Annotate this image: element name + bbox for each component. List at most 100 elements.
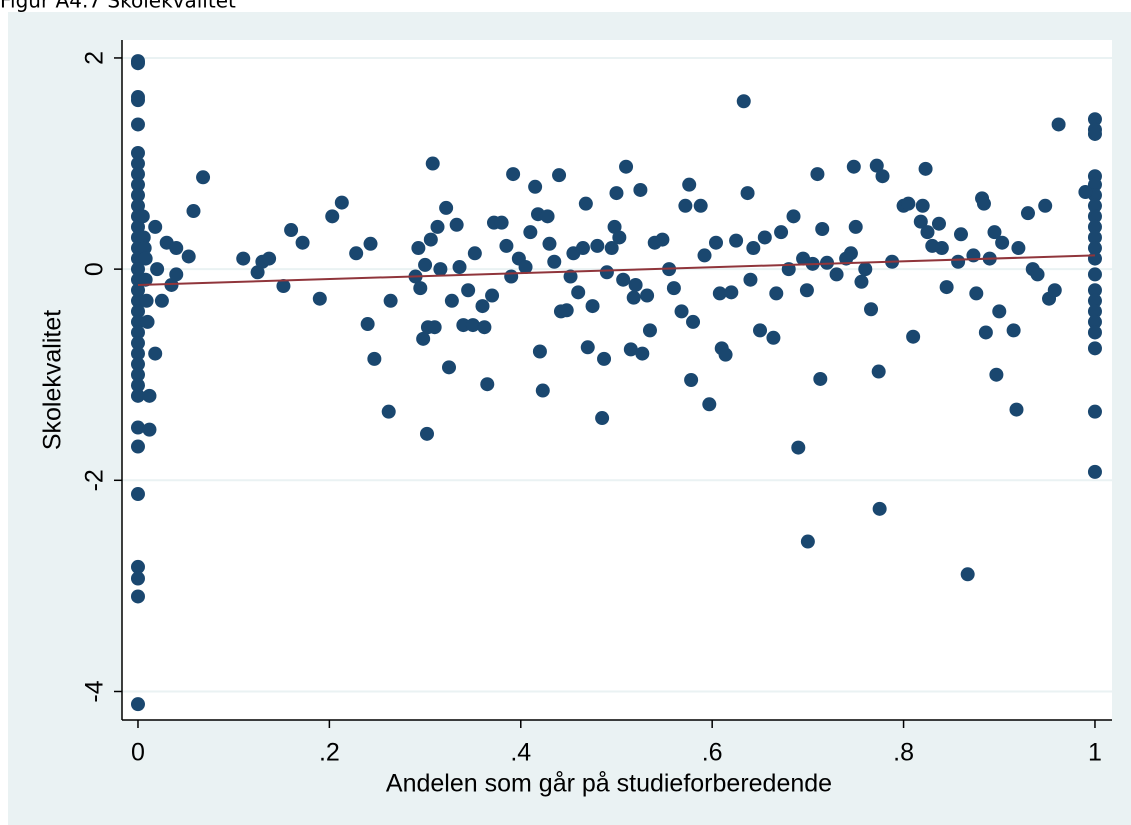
- x-tick-label: 0: [131, 739, 145, 767]
- x-tick-label: .4: [510, 739, 531, 767]
- scatter-point: [951, 254, 966, 269]
- scatter-point: [757, 230, 772, 245]
- scatter-point: [138, 251, 153, 266]
- scatter-point: [381, 404, 396, 419]
- scatter-point: [978, 325, 993, 340]
- scatter-point: [148, 219, 163, 234]
- scatter-point: [142, 422, 157, 437]
- scatter-point: [418, 257, 433, 272]
- scatter-point: [563, 269, 578, 284]
- scatter-point: [585, 299, 600, 314]
- scatter-point: [901, 196, 916, 211]
- scatter-point: [334, 195, 349, 210]
- scatter-point: [130, 357, 145, 372]
- scatter-point: [547, 254, 562, 269]
- scatter-point: [686, 314, 701, 329]
- x-tick-label: .2: [319, 739, 340, 767]
- scatter-point: [442, 360, 457, 375]
- scatter-point: [139, 293, 154, 308]
- scatter-point: [236, 251, 251, 266]
- scatter-point: [1087, 304, 1102, 319]
- scatter-point: [736, 94, 751, 109]
- scatter-point: [743, 272, 758, 287]
- scatter-point: [1087, 325, 1102, 340]
- scatter-point: [702, 397, 717, 412]
- scatter-point: [1047, 283, 1062, 298]
- scatter-point: [465, 318, 480, 333]
- scatter-point: [456, 318, 471, 333]
- scatter-point: [960, 567, 975, 582]
- y-tick-label: -4: [81, 680, 109, 702]
- scatter-point: [619, 159, 634, 174]
- grid: [122, 56, 1112, 693]
- plot-area: [122, 40, 1112, 720]
- scatter-point: [604, 241, 619, 256]
- scatter-point: [542, 236, 557, 251]
- scatter-point: [130, 559, 145, 574]
- scatter-point: [532, 344, 547, 359]
- scatter-point: [628, 277, 643, 292]
- scatter-point: [130, 420, 145, 435]
- figure-caption: Figur A4.7 Skolekvalitet: [0, 0, 236, 13]
- scatter-point: [799, 283, 814, 298]
- scatter-point: [934, 241, 949, 256]
- scatter-point: [920, 225, 935, 240]
- scatter-point: [992, 304, 1007, 319]
- scatter-point: [480, 377, 495, 392]
- scatter-point: [1051, 117, 1066, 132]
- scatter-point: [130, 93, 145, 108]
- scatter-point: [138, 272, 153, 287]
- scatter-point: [136, 230, 151, 245]
- scatter-point: [995, 235, 1010, 250]
- scatter-point: [1087, 267, 1102, 282]
- scatter-point: [989, 367, 1004, 382]
- scatter-point: [697, 248, 712, 263]
- scatter-point: [906, 329, 921, 344]
- scatter-point: [523, 225, 538, 240]
- scatter-point: [642, 323, 657, 338]
- scatter-point: [186, 204, 201, 219]
- scatter-point: [872, 501, 887, 516]
- scatter-point: [1011, 241, 1026, 256]
- scatter-point: [169, 267, 184, 282]
- scatter-point: [607, 219, 622, 234]
- scatter-point: [848, 219, 863, 234]
- scatter-point: [477, 320, 492, 335]
- scatter-point: [871, 364, 886, 379]
- scatter-point: [612, 230, 627, 245]
- scatter-point: [609, 186, 624, 201]
- scatter-point: [1087, 464, 1102, 479]
- scatter-point: [518, 260, 533, 275]
- scatter-point: [918, 161, 933, 176]
- scatter-point: [433, 262, 448, 277]
- y-tick-label: -2: [81, 469, 109, 491]
- scatter-point: [590, 238, 605, 253]
- scatter-point: [846, 159, 861, 174]
- scatter-point: [712, 286, 727, 301]
- scatter-point: [1087, 241, 1102, 256]
- y-tick-label: 0: [81, 262, 109, 276]
- scatter-point: [130, 304, 145, 319]
- y-tick-label: 2: [81, 51, 109, 65]
- scatter-point: [616, 272, 631, 287]
- scatter-point: [913, 214, 928, 229]
- scatter-point: [666, 281, 681, 296]
- x-tick-label: .8: [893, 739, 914, 767]
- scatter-point: [843, 246, 858, 261]
- scatter-point: [987, 225, 1002, 240]
- scatter-point: [494, 215, 509, 230]
- scatter-point: [449, 217, 464, 232]
- scatter-point: [740, 186, 755, 201]
- scatter-point: [829, 267, 844, 282]
- scatter-point: [1087, 230, 1102, 245]
- scatter-point: [864, 302, 879, 317]
- scatter-point: [130, 283, 145, 298]
- scatter-point: [813, 371, 828, 386]
- scatter-point: [976, 196, 991, 211]
- scatter-point: [135, 209, 150, 224]
- scatter-point: [915, 198, 930, 213]
- scatter-point: [969, 286, 984, 301]
- scatter-point: [1087, 126, 1102, 141]
- scatter-point: [130, 198, 145, 213]
